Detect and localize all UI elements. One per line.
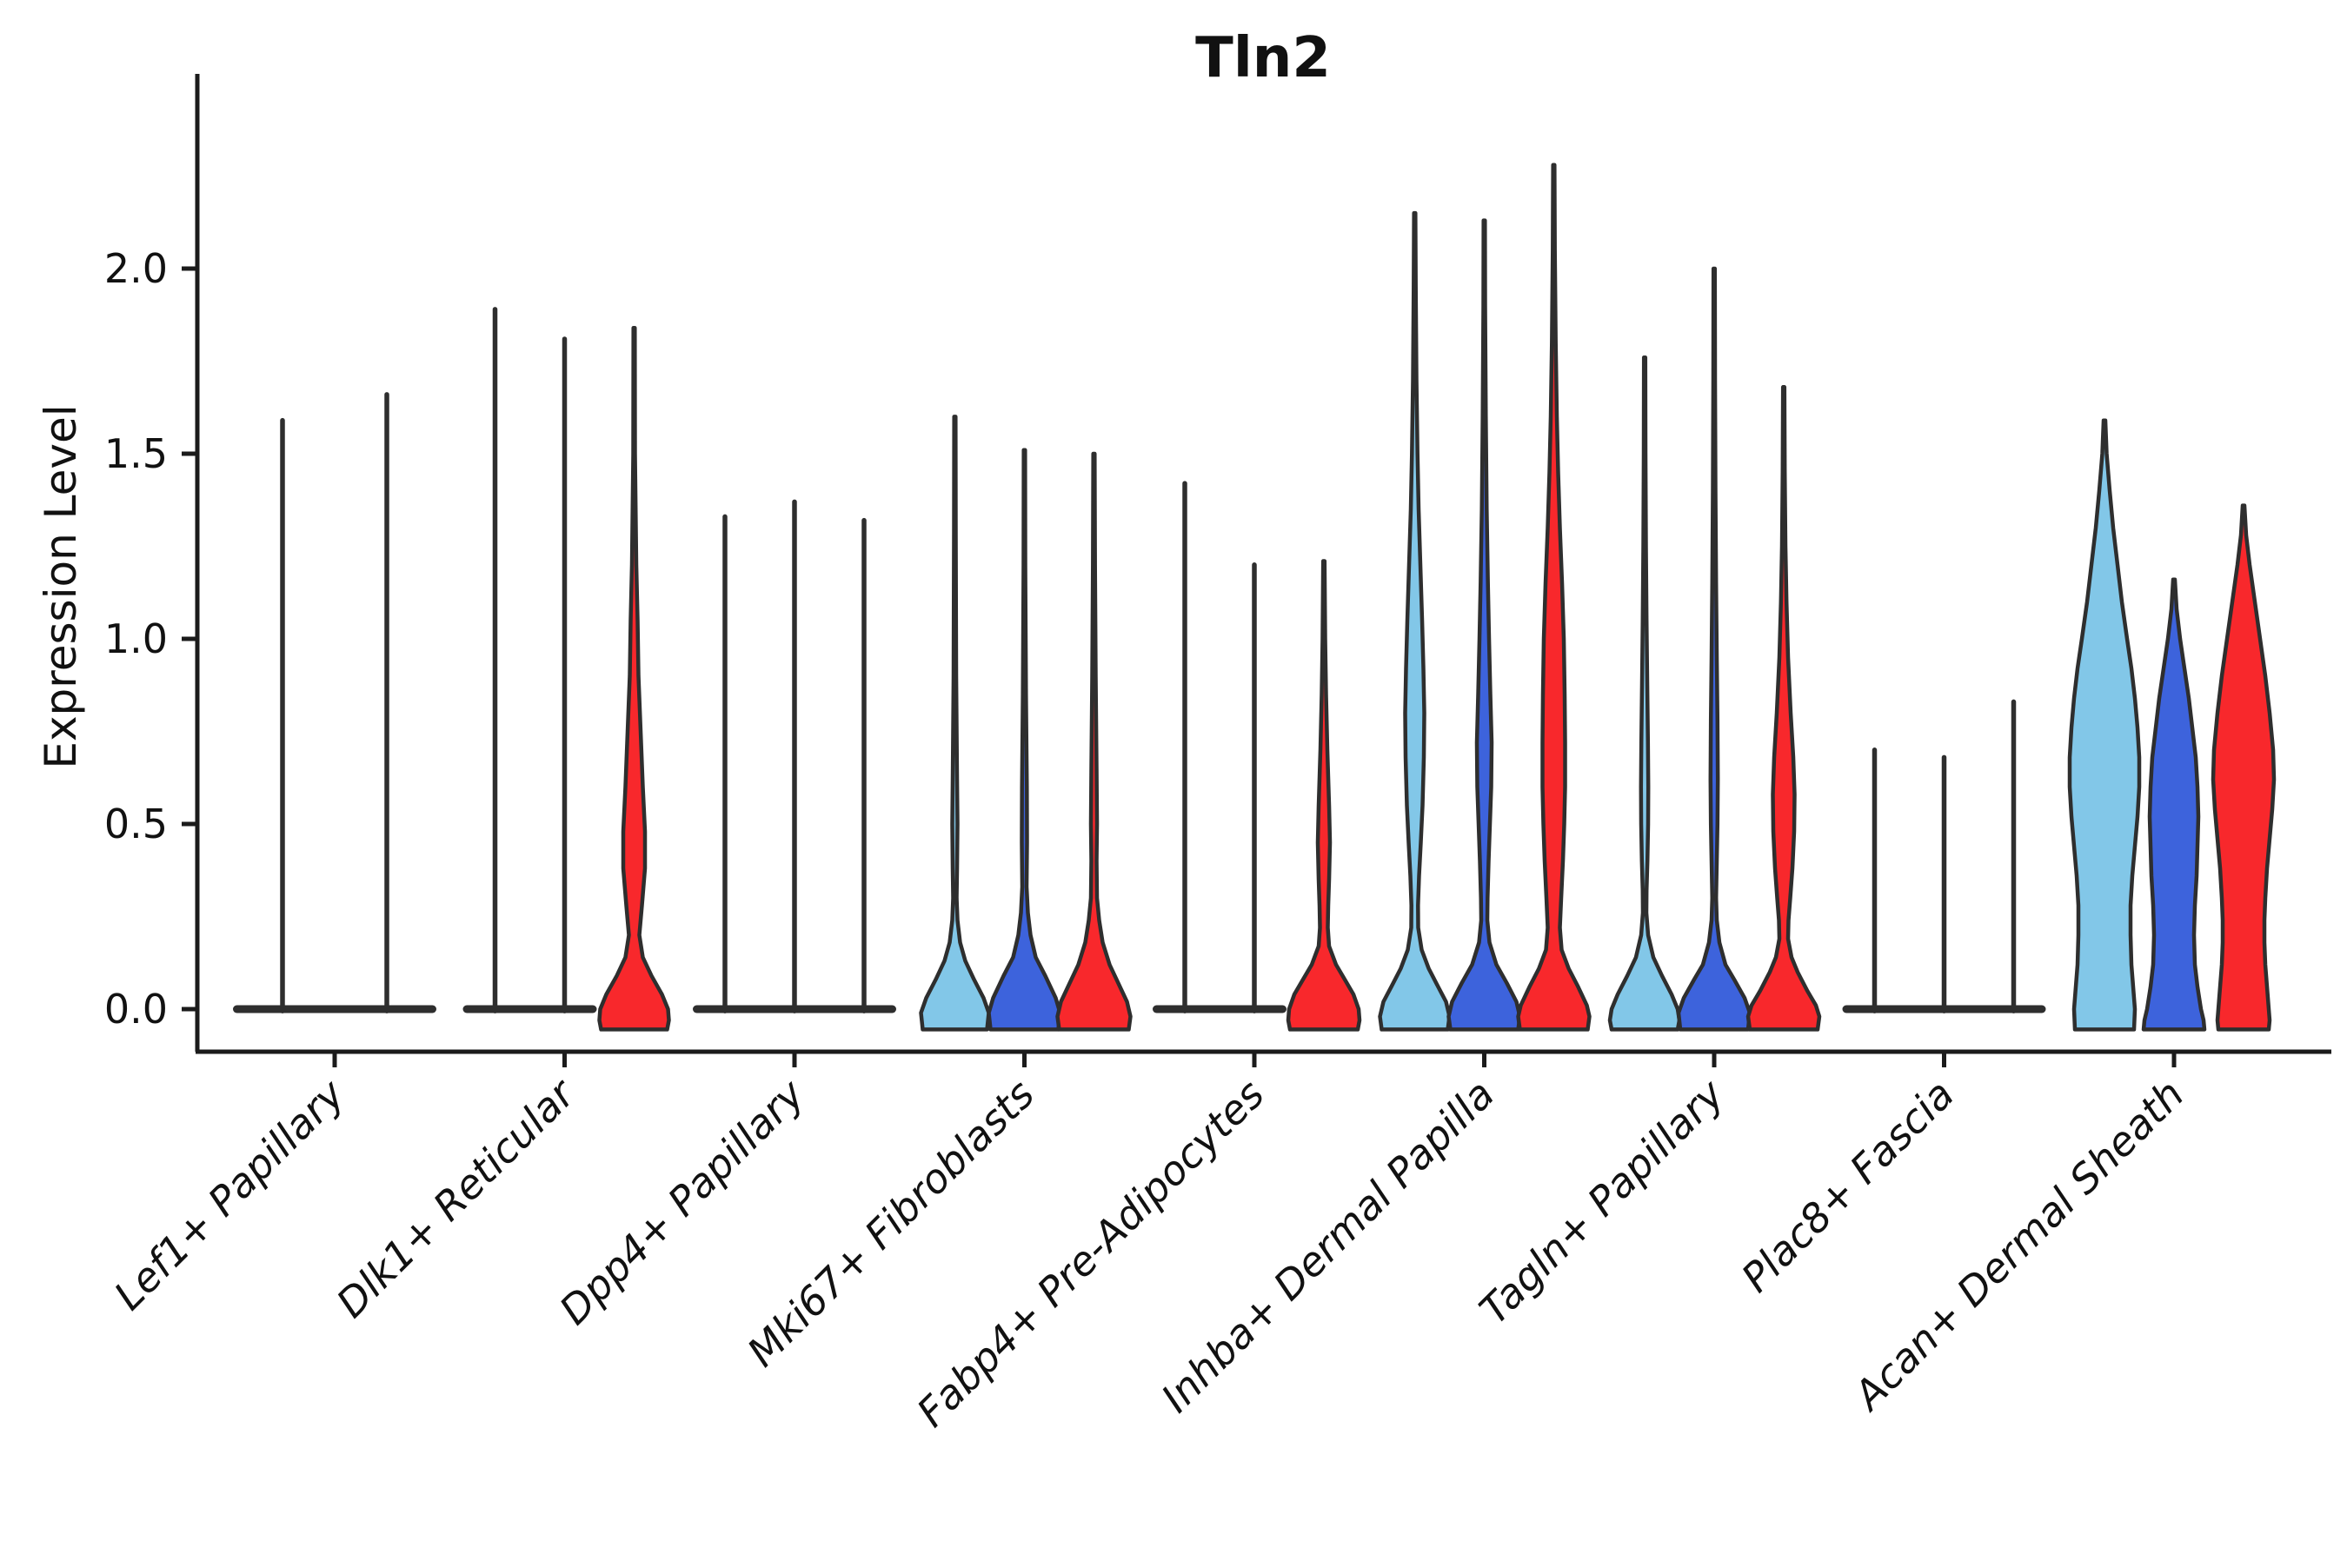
violin-body-light_blue [1607,355,1682,1032]
y-tick-label: 2.0 [104,245,168,292]
violin-body-red [1055,451,1133,1032]
x-category-label: Tagln+ Papillary [1470,1070,1733,1333]
violin-body-red [597,325,671,1032]
chart-title: Tln2 [1195,26,1331,90]
violin-zero-lens [233,1005,436,1013]
violin-body-light_blue [919,415,991,1032]
violin-body-dark_blue [1676,266,1752,1032]
x-category-label: Dpp4+ Papillary [550,1070,814,1333]
violin-zero-lens [1153,1005,1287,1013]
y-axis-label: Expression Level [36,404,86,769]
violin-body-dark_blue [2141,577,2207,1032]
y-tick-label: 1.5 [104,430,168,477]
y-tick-label: 0.5 [104,801,168,847]
violin-body-light_blue [1378,210,1452,1032]
y-tick-label: 1.0 [104,615,168,662]
violin-body-red [1516,163,1592,1032]
violin-body-red [2211,503,2277,1032]
violin-body-red [1286,559,1362,1032]
violin-body-dark_blue [987,448,1062,1032]
violin-zero-lens [462,1005,597,1013]
x-category-label: Lef1+ Papillary [105,1070,354,1319]
y-tick-label: 0.0 [104,986,168,1033]
x-category-label: Dlk1+ Reticular [328,1068,586,1326]
x-category-label: Plac8+ Fascia [1732,1071,1963,1301]
violin-body-dark_blue [1446,218,1522,1032]
violin-body-light_blue [2067,418,2142,1032]
violin-body-red [1745,385,1822,1032]
